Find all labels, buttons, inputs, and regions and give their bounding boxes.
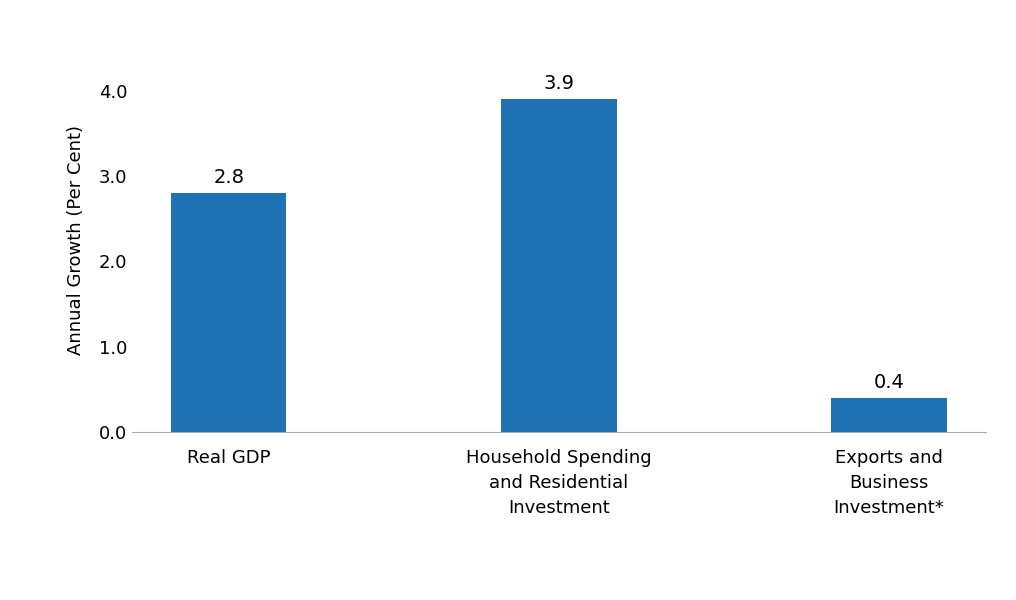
- Bar: [501, 99, 617, 432]
- Text: 3.9: 3.9: [544, 74, 574, 93]
- Bar: [171, 193, 287, 432]
- Y-axis label: Annual Growth (Per Cent): Annual Growth (Per Cent): [67, 125, 84, 355]
- Text: 0.4: 0.4: [874, 373, 904, 392]
- Bar: [831, 398, 947, 432]
- Text: 2.8: 2.8: [213, 168, 244, 187]
